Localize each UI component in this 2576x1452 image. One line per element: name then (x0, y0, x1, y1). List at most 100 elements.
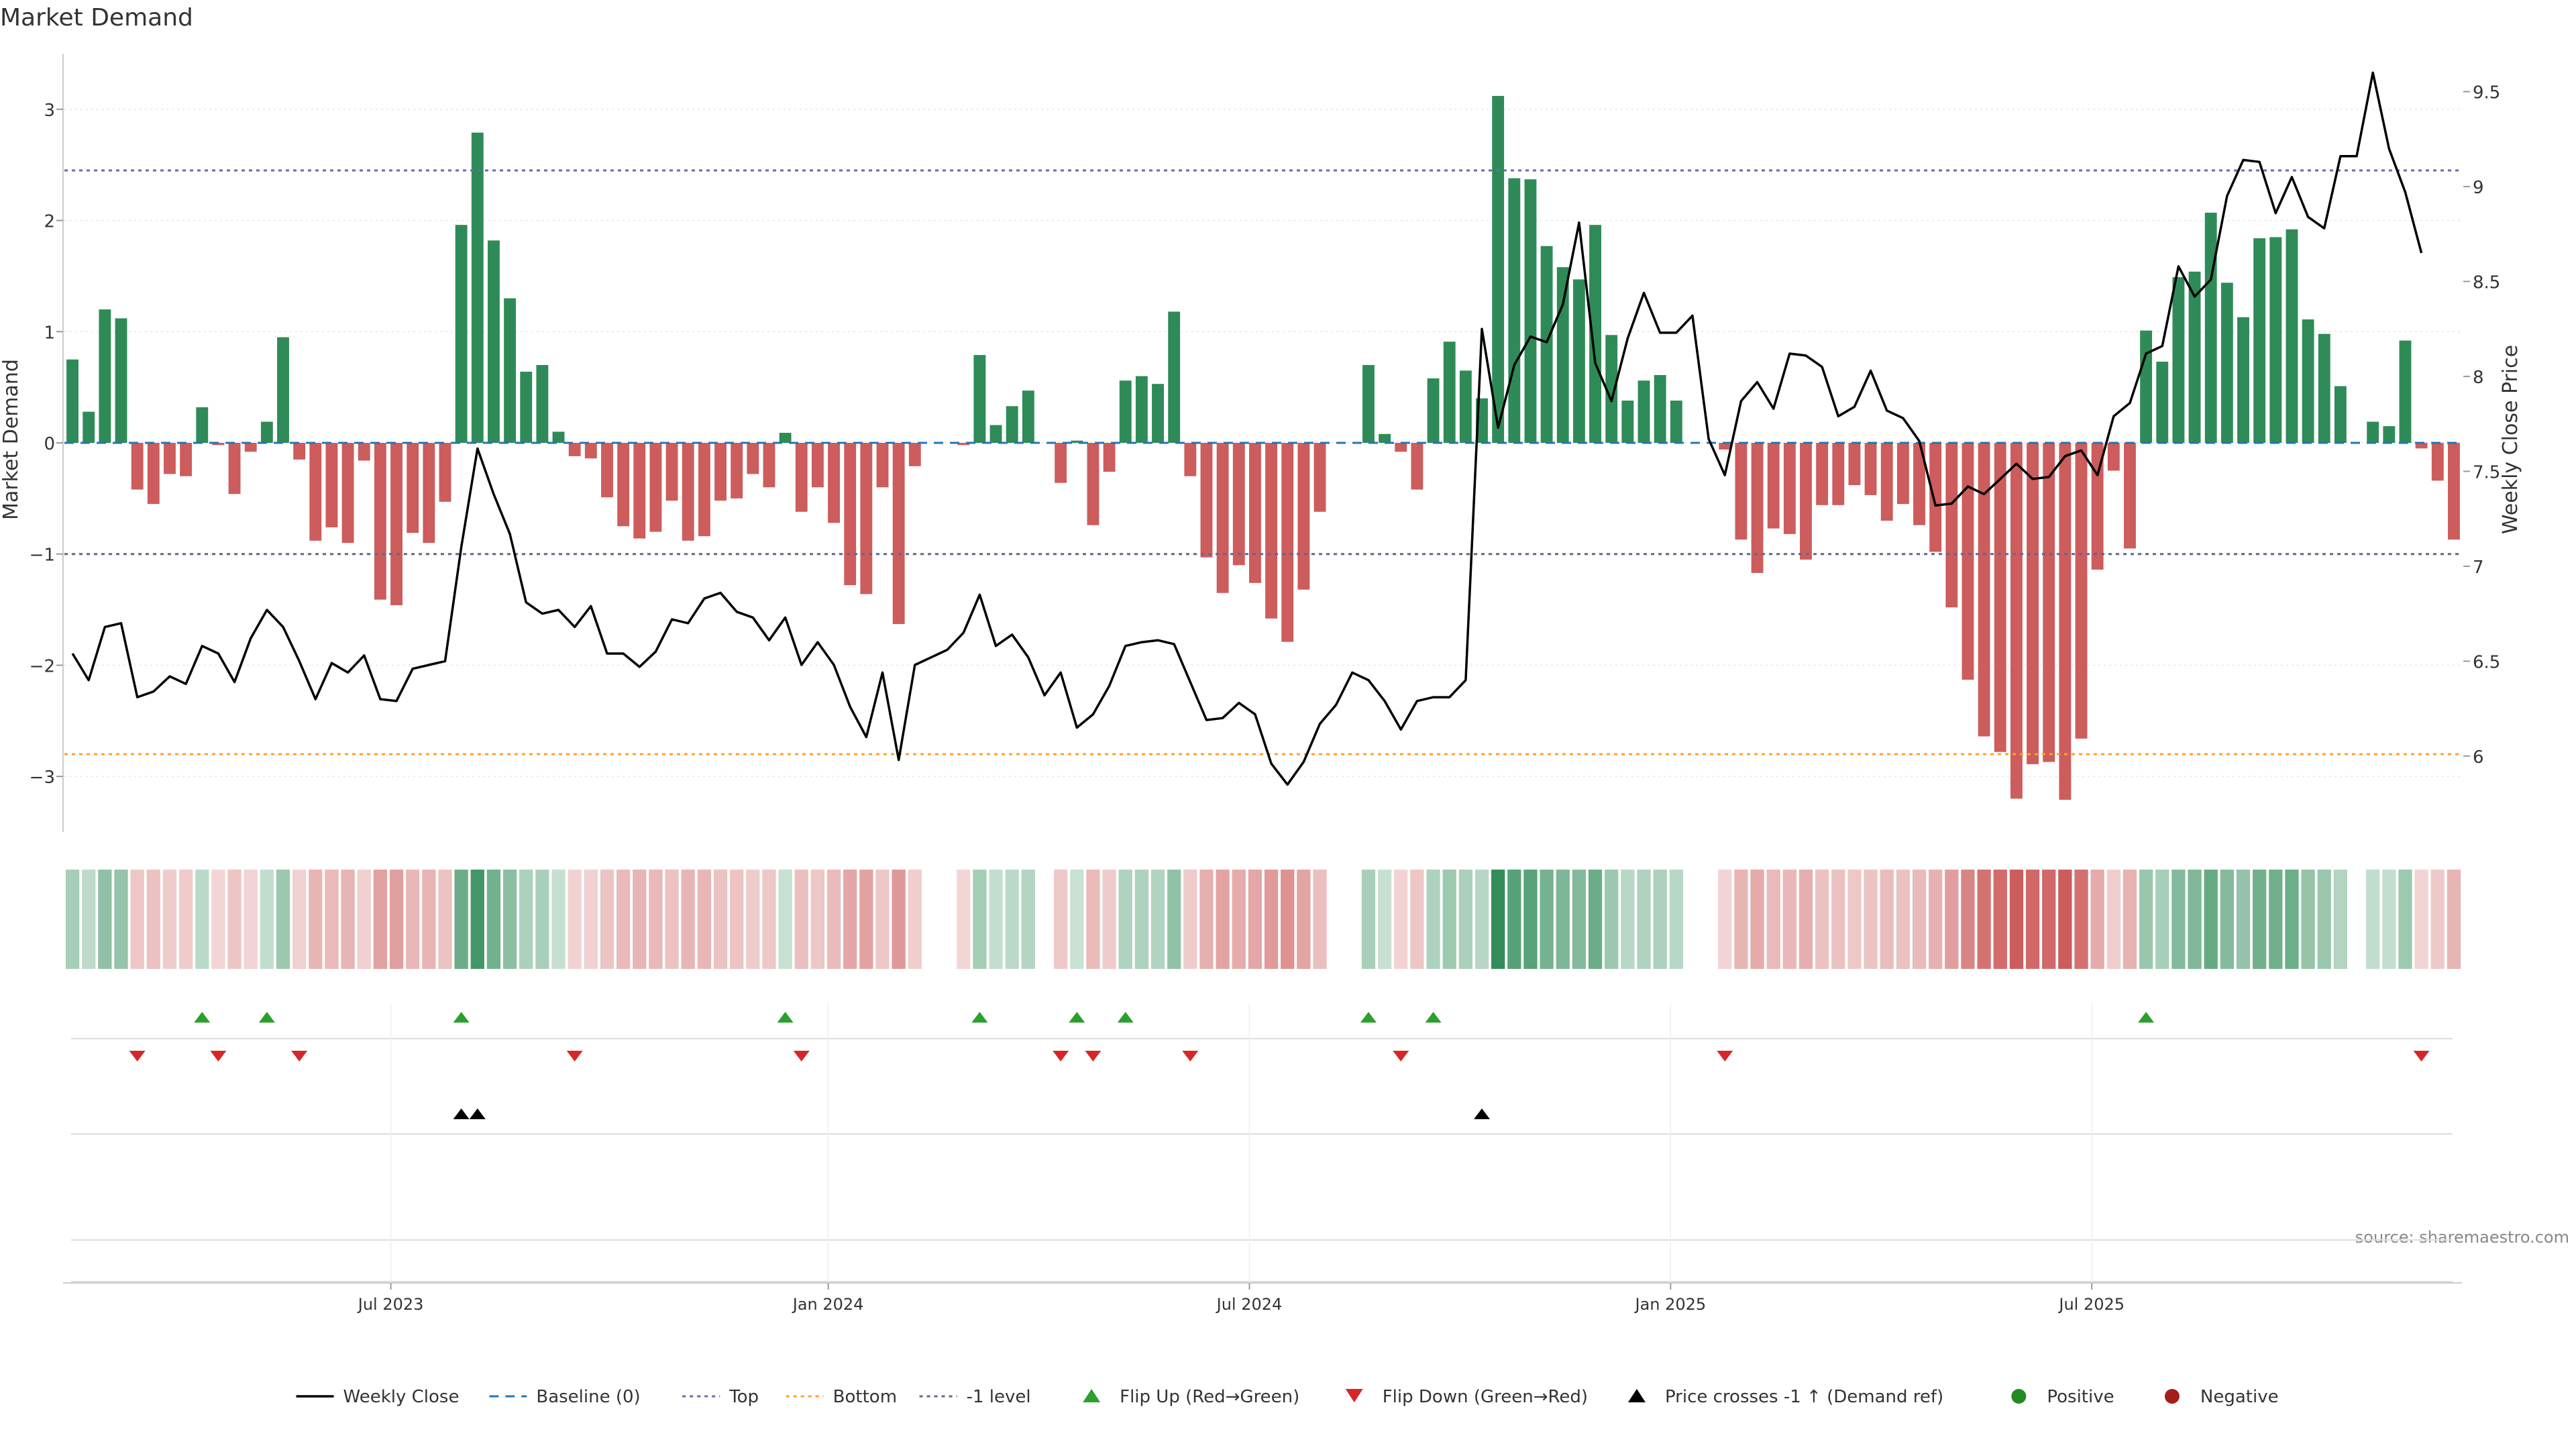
heat-cell-positive (98, 870, 112, 969)
demand-bar-negative (908, 443, 921, 466)
demand-bar-negative (1395, 443, 1407, 452)
price-cross-marker (453, 1108, 470, 1119)
demand-bar-positive (277, 337, 289, 443)
heat-cell-negative (1248, 870, 1263, 969)
heat-cell-positive (1523, 870, 1538, 969)
y2-axis-label: Weekly Close Price (2499, 345, 2522, 534)
heat-cell-negative (746, 870, 760, 969)
heat-cell-negative (908, 870, 922, 969)
heat-cell-negative (309, 870, 323, 969)
demand-bar-positive (1168, 311, 1181, 443)
demand-bar-negative (309, 443, 322, 541)
demand-bar-positive (779, 433, 792, 443)
heat-cell-negative (1961, 870, 1975, 969)
demand-bar-positive (536, 365, 549, 443)
legend-label: Bottom (833, 1387, 897, 1407)
heat-cell-negative (422, 870, 436, 969)
legend-label: Weekly Close (343, 1387, 460, 1407)
flip-up-marker (453, 1012, 470, 1023)
heat-cell-negative (1864, 870, 1878, 969)
legend-item: -1 level (919, 1387, 1031, 1407)
heat-cell-negative (244, 870, 258, 969)
heat-cell-positive (1150, 870, 1165, 969)
heat-cell-negative (2090, 870, 2104, 969)
heat-cell-negative (357, 870, 371, 969)
legend-item: Bottom (786, 1387, 897, 1407)
y2-tick-label: 8 (2473, 368, 2484, 388)
y2-tick-label: 6.5 (2473, 652, 2500, 672)
y-tick-label: 1 (44, 323, 55, 343)
heat-cell-negative (1264, 870, 1279, 969)
heat-cell-negative (1799, 870, 1813, 969)
demand-bar-positive (520, 371, 533, 443)
demand-bar-positive (1362, 365, 1375, 443)
demand-bar-positive (2220, 282, 2233, 443)
demand-bar-positive (455, 225, 468, 443)
heat-cell-negative (1410, 870, 1424, 969)
x-tick-label: Jul 2024 (1216, 1295, 1283, 1314)
legend-item: Negative (2164, 1387, 2279, 1407)
heat-cell-positive (1556, 870, 1570, 969)
heat-cell-negative (438, 870, 452, 969)
heat-cell-positive (2382, 870, 2396, 969)
heat-cell-positive (1426, 870, 1440, 969)
demand-bar-negative (164, 443, 176, 474)
demand-bar-negative (568, 443, 581, 456)
dot-icon (2164, 1389, 2180, 1404)
heat-cell-positive (1572, 870, 1587, 969)
heat-cell-positive (973, 870, 987, 969)
heat-cell-negative (1394, 870, 1408, 969)
flip-up-marker (1117, 1012, 1134, 1023)
flip-up-marker (1360, 1012, 1377, 1023)
demand-bar-positive (1621, 401, 1634, 443)
demand-bar-negative (1994, 443, 2006, 752)
triangle-down-icon (1345, 1389, 1363, 1402)
demand-bar-negative (1735, 443, 1748, 540)
demand-bar-negative (1248, 443, 1261, 583)
heat-cell-positive (1637, 870, 1651, 969)
y-tick-label: 2 (44, 212, 55, 232)
heat-cell-negative (2058, 870, 2072, 969)
flip-down-marker (2413, 1051, 2430, 1061)
heat-cell-negative (1815, 870, 1829, 969)
demand-bar-negative (844, 443, 857, 586)
demand-bar-negative (1962, 443, 1974, 680)
demand-bar-negative (633, 443, 646, 539)
y2-tick-label: 6 (2473, 747, 2484, 768)
heat-cell-negative (697, 870, 712, 969)
demand-bar-negative (2431, 443, 2444, 481)
demand-bar-positive (1508, 178, 1521, 443)
demand-bar-positive (260, 421, 273, 443)
demand-bar-positive (1654, 374, 1666, 443)
demand-bar-negative (1719, 443, 1731, 450)
heat-cell-positive (2220, 870, 2234, 969)
flip-down-marker (291, 1051, 308, 1061)
heat-cell-positive (1118, 870, 1132, 969)
demand-bar-positive (504, 298, 517, 443)
heat-cell-positive (2252, 870, 2267, 969)
legend-label: Price crosses -1 ↑ (Demand ref) (1665, 1387, 1943, 1407)
heat-cell-positive (1167, 870, 1181, 969)
demand-bar-negative (1411, 443, 1424, 490)
demand-bar-positive (2286, 229, 2298, 443)
legend: Weekly Close Baseline (0) Top Bottom -1 leve… (296, 1387, 2279, 1407)
heat-cell-negative (616, 870, 631, 969)
legend-label: Top (729, 1387, 759, 1407)
demand-bar-negative (1913, 443, 1925, 525)
heat-cell-negative (178, 870, 193, 969)
heat-cell-negative (1831, 870, 1845, 969)
heat-cell-positive (195, 870, 209, 969)
heat-cell-negative (292, 870, 307, 969)
demand-bar-positive (2367, 421, 2379, 443)
demand-bar-negative (1265, 443, 1278, 619)
x-tick-label: Jul 2023 (357, 1295, 424, 1314)
heat-cell-negative (146, 870, 160, 969)
heat-cell-negative (1734, 870, 1748, 969)
demand-bar-positive (83, 411, 95, 443)
heat-cell-negative (1053, 870, 1068, 969)
heat-cell-positive (114, 870, 128, 969)
demand-bar-negative (1978, 443, 1990, 737)
legend-item: Flip Down (Green→Red) (1345, 1387, 1588, 1407)
